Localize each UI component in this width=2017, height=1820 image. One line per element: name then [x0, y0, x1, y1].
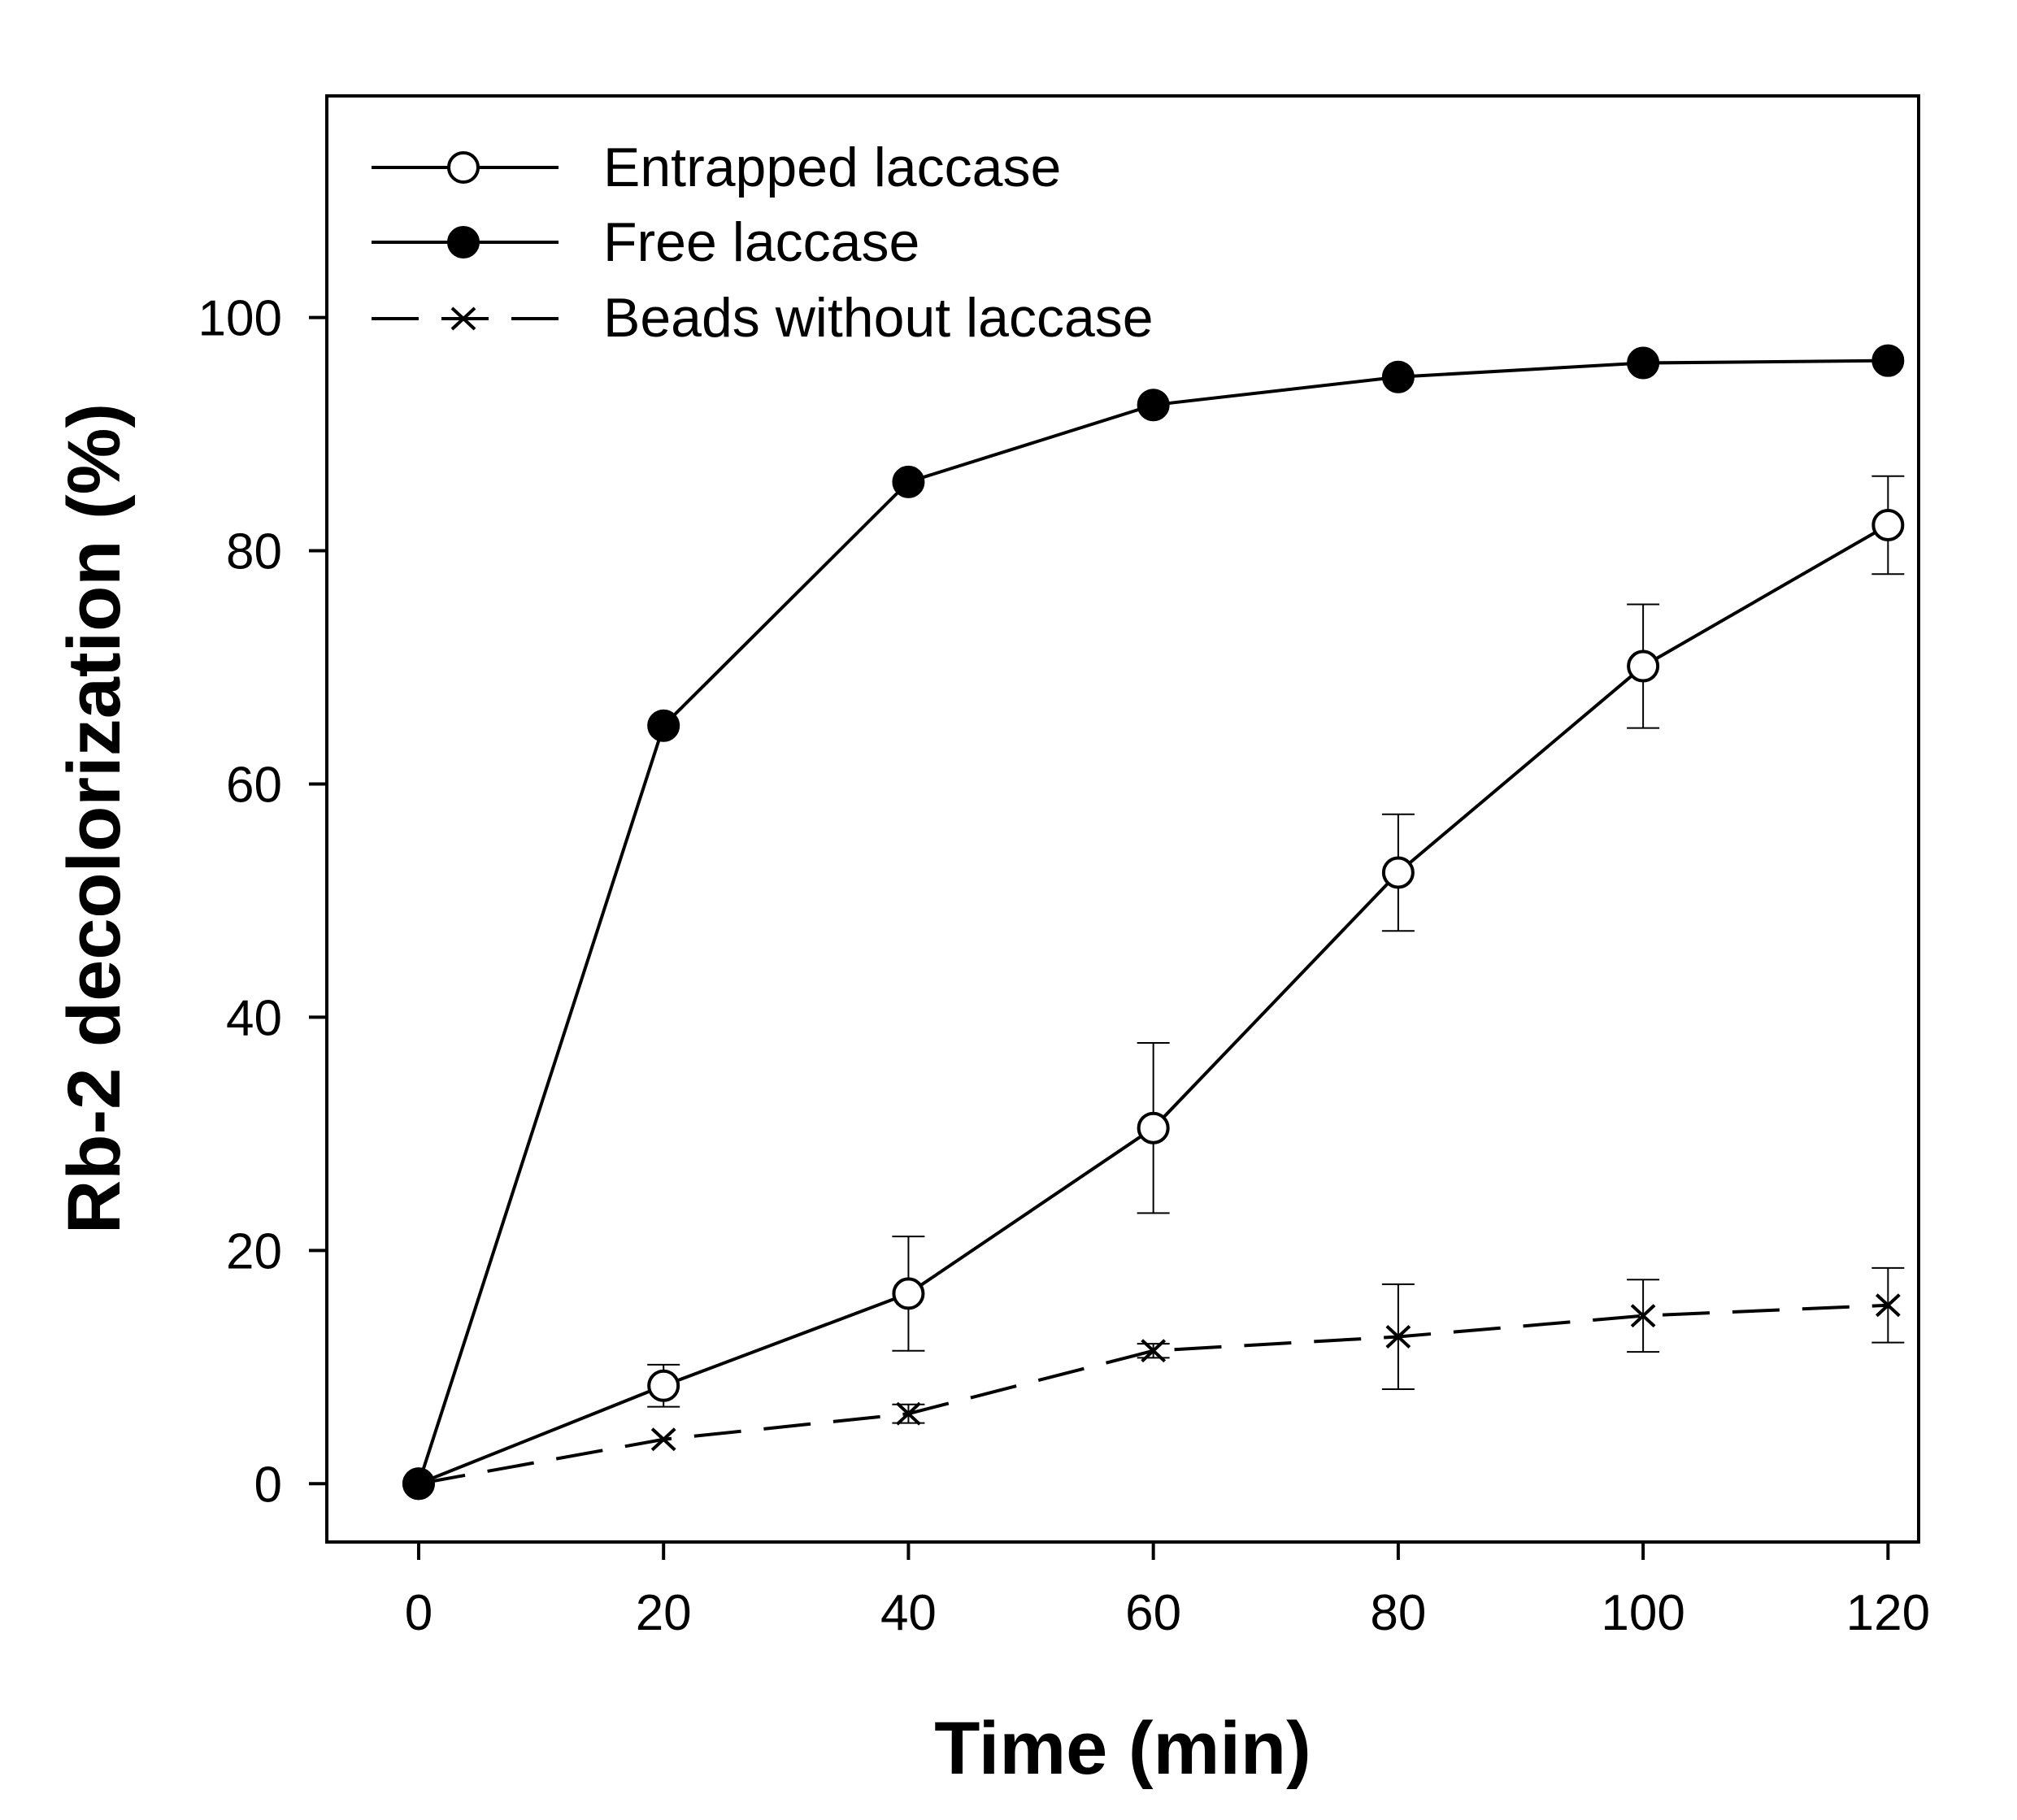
point-entrapped-laccase-120: [1871, 508, 1905, 541]
legend-label-beads: Beads without laccase: [603, 287, 1154, 349]
axes: 0 20 40 60 80 100 120 0 20 40 60 80 100: [198, 291, 1931, 1641]
point-free-laccase-40: [892, 465, 925, 498]
point-beads-without-laccase-0: [406, 1471, 432, 1496]
point-entrapped-laccase-20: [647, 1369, 680, 1402]
legend: Entrapped laccase Free laccase Beads wit…: [372, 137, 1154, 349]
legend-marker-entrapped: [447, 151, 480, 184]
x-tick-label-60: 60: [1125, 1585, 1181, 1641]
plot-area-frame: [325, 94, 1920, 1544]
x-tick-label-40: 40: [880, 1585, 937, 1641]
y-tick-label-80: 80: [226, 524, 282, 580]
point-free-laccase-80: [1381, 360, 1415, 393]
y-tick-label-40: 40: [226, 990, 282, 1046]
x-tick-label-0: 0: [405, 1585, 433, 1641]
point-entrapped-laccase-60: [1137, 1111, 1170, 1145]
y-tick-label-100: 100: [198, 291, 282, 347]
point-free-laccase-100: [1627, 346, 1660, 380]
point-beads-without-laccase-80: [1385, 1325, 1411, 1349]
point-beads-without-laccase-100: [1630, 1304, 1656, 1328]
point-entrapped-laccase-80: [1381, 856, 1415, 889]
legend-marker-beads: [450, 306, 476, 331]
legend-marker-free: [447, 226, 480, 258]
series-markers: [402, 344, 1905, 1501]
point-beads-without-laccase-20: [650, 1427, 676, 1452]
y-tick-label-60: 60: [226, 757, 282, 813]
legend-item-entrapped: Entrapped laccase: [372, 137, 1061, 198]
point-beads-without-laccase-120: [1875, 1293, 1901, 1318]
y-tick-label-0: 0: [254, 1457, 282, 1513]
point-beads-without-laccase-40: [896, 1401, 921, 1426]
legend-item-free: Free laccase: [372, 211, 919, 273]
point-free-laccase-20: [647, 709, 680, 742]
x-tick-label-80: 80: [1370, 1585, 1426, 1641]
point-free-laccase-120: [1871, 344, 1905, 377]
point-beads-without-laccase-60: [1141, 1339, 1167, 1363]
point-free-laccase-60: [1137, 389, 1170, 422]
y-tick-label-20: 20: [226, 1223, 282, 1279]
legend-item-beads: Beads without laccase: [372, 287, 1154, 349]
x-tick-label-100: 100: [1601, 1585, 1684, 1641]
legend-label-free: Free laccase: [603, 211, 919, 273]
x-tick-label-120: 120: [1846, 1585, 1930, 1641]
x-tick-label-20: 20: [636, 1585, 692, 1641]
legend-label-entrapped: Entrapped laccase: [603, 137, 1061, 198]
point-entrapped-laccase-100: [1627, 649, 1660, 683]
point-entrapped-laccase-40: [892, 1277, 925, 1310]
y-axis-title: Rb-2 decolorization (%): [53, 403, 136, 1234]
x-axis-title: Time (min): [934, 1707, 1311, 1790]
